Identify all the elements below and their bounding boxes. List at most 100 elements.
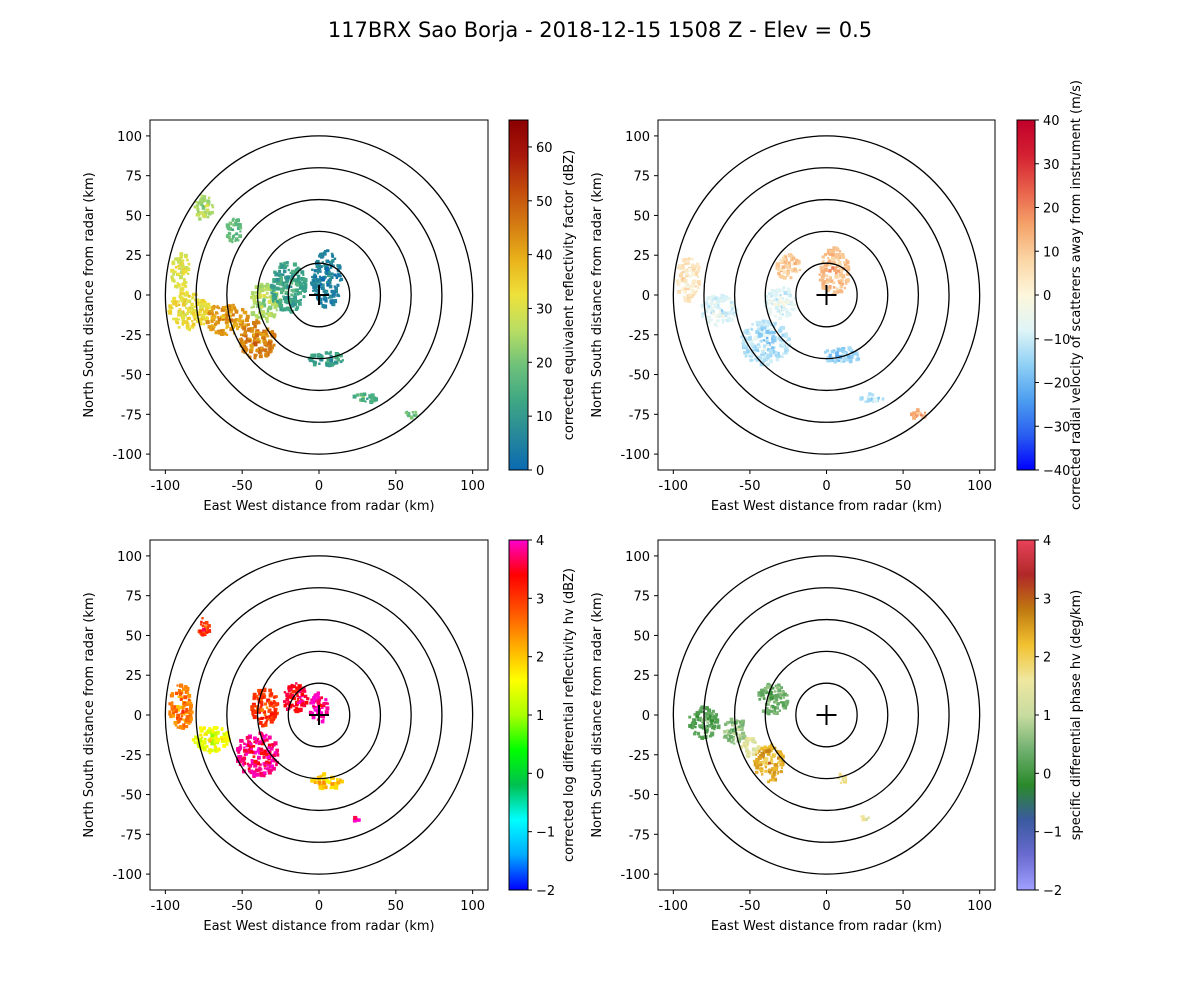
echo-pixel	[321, 703, 326, 708]
echo-pixel	[768, 749, 771, 753]
echo-pixel	[786, 287, 790, 291]
colorbar	[1016, 119, 1036, 471]
echo-pixel	[777, 354, 781, 358]
echo-pixel	[340, 779, 344, 784]
echo-pixel	[686, 294, 690, 298]
y-axis-label: North South distance from radar (km)	[590, 172, 605, 417]
echo-pixel	[745, 347, 748, 350]
echo-pixel	[730, 307, 734, 311]
echo-pixel	[778, 758, 783, 763]
echo-pixel	[290, 695, 295, 700]
echo-pixel	[195, 201, 198, 204]
echo-pixel	[743, 330, 747, 334]
echo-pixel	[713, 323, 718, 327]
echo-pixel	[298, 695, 302, 699]
echo-pixel	[243, 748, 247, 753]
echo-pixel	[731, 735, 735, 740]
echo-pixel	[267, 299, 272, 304]
colorbar-tick-label: 0	[1043, 767, 1051, 782]
echo-pixel	[782, 707, 785, 710]
echo-pixel	[749, 358, 753, 362]
echo-pixel	[710, 712, 714, 716]
echo-pixel	[767, 769, 772, 774]
echo-pixel	[781, 307, 785, 311]
y-tick-label: -100	[620, 448, 650, 463]
echo-pixel	[745, 339, 750, 344]
echo-pixel	[285, 279, 289, 283]
echo-pixel	[285, 692, 290, 697]
echo-pixel	[177, 689, 181, 693]
echo-pixel	[724, 314, 727, 318]
echo-pixel	[182, 299, 187, 303]
colorbar-label: corrected equivalent reflectivity factor…	[562, 150, 577, 441]
echo-pixel	[839, 267, 844, 273]
echo-pixel	[764, 769, 768, 773]
echo-pixel	[240, 337, 243, 340]
echo-pixel	[242, 756, 247, 761]
echo-pixel	[298, 277, 301, 281]
echo-pixel	[182, 291, 185, 295]
echo-pixel	[332, 264, 335, 267]
echo-pixel	[187, 262, 191, 266]
echo-pixel	[746, 331, 750, 335]
echo-pixel	[267, 743, 272, 748]
echo-pixel	[247, 749, 252, 754]
echo-pixel	[267, 735, 272, 740]
echo-pixel	[210, 741, 214, 745]
echo-pixel	[238, 223, 242, 227]
y-tick-label: 25	[633, 249, 650, 264]
echo-pixel	[823, 350, 827, 354]
echo-pixel	[694, 721, 698, 725]
echo-pixel	[775, 288, 779, 292]
echo-pixel	[250, 295, 254, 300]
echo-pixel	[253, 340, 256, 343]
echo-pixel	[270, 764, 274, 769]
echo-pixel	[258, 354, 263, 359]
echo-pixel	[321, 283, 325, 287]
echo-pixel	[205, 320, 210, 325]
echo-pixel	[266, 320, 269, 323]
echo-pixel	[248, 744, 253, 749]
echo-pixel	[284, 264, 288, 268]
echo-pixel	[198, 738, 203, 743]
echo-pixel	[696, 731, 701, 736]
echo-pixel	[186, 710, 190, 714]
echo-pixel	[294, 307, 299, 311]
echo-pixel	[833, 290, 836, 293]
colorbar-tick-label: 30	[536, 302, 553, 317]
colorbar-tick-label: −2	[536, 884, 555, 899]
echo-pixel	[317, 778, 321, 782]
echo-pixel	[306, 697, 310, 701]
echo-pixel	[325, 362, 330, 367]
echo-pixel	[718, 313, 723, 317]
echo-pixel	[324, 710, 329, 715]
echo-pixel	[271, 745, 274, 748]
echo-pixel	[207, 311, 212, 316]
echo-pixel	[290, 289, 294, 292]
echo-pixel	[710, 722, 714, 726]
echo-pixel	[843, 286, 846, 290]
echo-pixel	[828, 276, 832, 280]
echo-pixel	[334, 356, 337, 359]
echo-pixel	[758, 697, 762, 701]
echo-pixel	[258, 711, 262, 714]
echo-pixel	[226, 315, 229, 318]
echo-pixel	[793, 267, 797, 272]
echo-pixel	[296, 299, 301, 304]
echo-pixel	[272, 753, 276, 758]
echo-pixel	[176, 283, 181, 288]
echo-pixel	[263, 764, 267, 767]
echo-pixel	[736, 725, 739, 728]
y-tick-label: 25	[125, 249, 142, 264]
echo-pixel	[256, 749, 260, 752]
echo-pixel	[767, 711, 771, 716]
echo-pixel	[252, 704, 256, 708]
echo-pixel	[302, 295, 306, 299]
echo-pixel	[775, 262, 780, 267]
echo-pixel	[202, 301, 207, 306]
echo-pixel	[823, 263, 828, 268]
echo-pixel	[274, 702, 279, 707]
echo-pixel	[774, 697, 779, 701]
echo-pixel	[683, 290, 687, 294]
echo-pixel	[675, 279, 679, 283]
